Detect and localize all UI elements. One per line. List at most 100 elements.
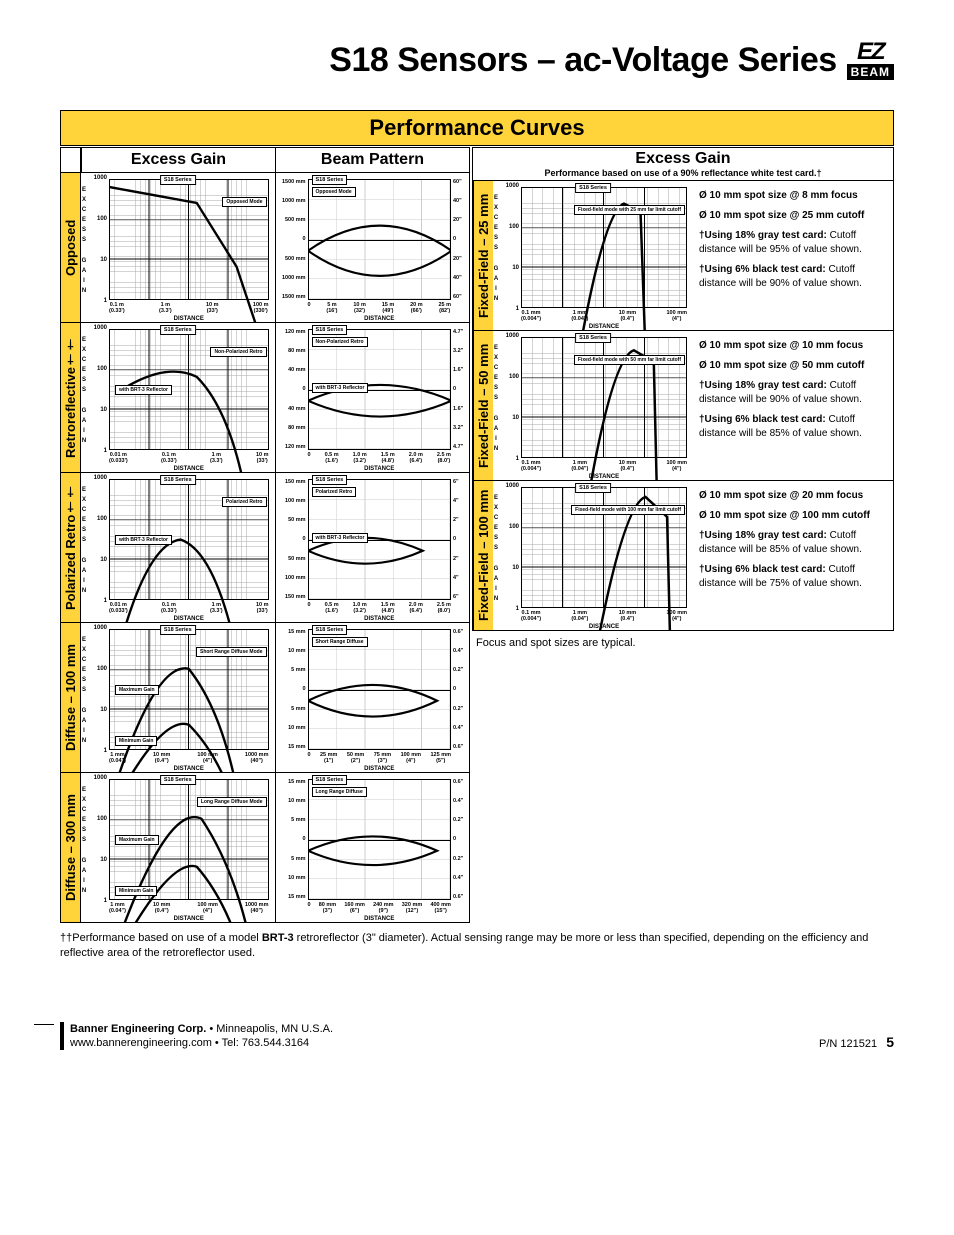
gain-cell: EXCESS GAIN 1000100101 S18 SeriesPolariz… bbox=[81, 473, 275, 622]
beam-y-right: 0.6"0.4"0.2"00.2"0.4"0.6" bbox=[453, 629, 469, 750]
beam-x-label: DISTANCE bbox=[308, 766, 452, 772]
beam-grid bbox=[308, 779, 452, 900]
beam-cell: 1500 mm1000 mm500 mm0500 mm1000 mm1500 m… bbox=[275, 173, 470, 322]
col-header-beam: Beam Pattern bbox=[275, 148, 469, 172]
page-title: S18 Sensors – ac-Voltage Series bbox=[329, 41, 836, 80]
y-axis-label: EXCESS GAIN bbox=[81, 185, 89, 296]
right-row: Fixed-Field – 50 mm EXCESS GAIN 10001001… bbox=[472, 331, 894, 481]
x-label: DISTANCE bbox=[109, 766, 269, 772]
x-ticks: 1 mm(0.04")10 mm(0.4")100 mm(4")1000 mm(… bbox=[109, 752, 269, 764]
logo-ez-text: EZ bbox=[857, 40, 884, 64]
spacer bbox=[61, 148, 81, 172]
right-info: Ø 10 mm spot size @ 8 mm focus Ø 10 mm s… bbox=[693, 181, 893, 330]
row-label: Retroreflective†† bbox=[61, 323, 81, 472]
row-label: Opposed bbox=[61, 173, 81, 322]
x-ticks: 1 mm(0.04")10 mm(0.4")100 mm(4")1000 mm(… bbox=[109, 902, 269, 914]
charts-grid: Excess Gain Beam Pattern Opposed EXCESS … bbox=[60, 147, 894, 923]
beam-y-right: 60"40"20"020"40"60" bbox=[453, 179, 469, 300]
section-title: Performance Curves bbox=[60, 110, 894, 146]
black-note: †Using 6% black test card: Cutoff distan… bbox=[699, 413, 887, 441]
beam-x-ticks: 05 m(16')10 m(32')15 m(49')20 m(66')25 m… bbox=[308, 302, 452, 314]
right-gain-cell: EXCESS GAIN 1000100101 S18 SeriesFixed-f… bbox=[493, 181, 693, 330]
spot1: Ø 10 mm spot size @ 20 mm focus bbox=[699, 489, 887, 503]
page: S18 Sensors – ac-Voltage Series EZ BEAM … bbox=[0, 0, 954, 1080]
beam-y-left: 120 mm80 mm40 mm040 mm80 mm120 mm bbox=[280, 329, 306, 450]
beam-grid bbox=[308, 179, 452, 300]
right-gain-cell: EXCESS GAIN 1000100101 S18 SeriesFixed-f… bbox=[493, 481, 693, 630]
y-axis-label: EXCESS GAIN bbox=[493, 493, 501, 604]
page-header: S18 Sensors – ac-Voltage Series EZ BEAM bbox=[60, 40, 894, 80]
x-ticks: 0.1 mm(0.004")1 mm(0.04")10 mm(0.4")100 … bbox=[521, 460, 687, 472]
beam-x-ticks: 025 mm(1")50 mm(2")75 mm(3")100 mm(4")12… bbox=[308, 752, 452, 764]
footer-url: www.bannerengineering.com bbox=[70, 1037, 212, 1049]
y-ticks: 1000100101 bbox=[503, 483, 519, 612]
beam-x-label: DISTANCE bbox=[308, 316, 452, 322]
left-row: Diffuse – 100 mm EXCESS GAIN 1000100101 … bbox=[60, 623, 470, 773]
y-axis-label: EXCESS GAIN bbox=[81, 635, 89, 746]
gray-note: †Using 18% gray test card: Cutoff distan… bbox=[699, 379, 887, 407]
spot2: Ø 10 mm spot size @ 100 mm cutoff bbox=[699, 509, 887, 523]
footer-company: Banner Engineering Corp. bbox=[70, 1023, 206, 1035]
row-label: Diffuse – 100 mm bbox=[61, 623, 81, 772]
beam-cell: 120 mm80 mm40 mm040 mm80 mm120 mm 4.7"3.… bbox=[275, 323, 470, 472]
beam-grid bbox=[308, 629, 452, 750]
left-column-headers: Excess Gain Beam Pattern bbox=[60, 147, 470, 173]
x-label: DISTANCE bbox=[109, 616, 269, 622]
left-row: Opposed EXCESS GAIN 1000100101 S18 Serie… bbox=[60, 173, 470, 323]
gray-note: †Using 18% gray test card: Cutoff distan… bbox=[699, 229, 887, 257]
x-ticks: 0.1 m(0.33')1 m(3.3')10 m(33')100 m(330'… bbox=[109, 302, 269, 314]
y-ticks: 1000100101 bbox=[91, 775, 107, 904]
y-ticks: 1000100101 bbox=[91, 325, 107, 454]
footer-left: Banner Engineering Corp. • Minneapolis, … bbox=[60, 1022, 333, 1051]
left-row: Polarized Retro†† EXCESS GAIN 1000100101… bbox=[60, 473, 470, 623]
spot1: Ø 10 mm spot size @ 10 mm focus bbox=[699, 339, 887, 353]
left-row: Retroreflective†† EXCESS GAIN 1000100101… bbox=[60, 323, 470, 473]
y-ticks: 1000100101 bbox=[91, 625, 107, 754]
beam-x-ticks: 00.5 m(1.6')1.0 m(3.2')1.5 m(4.8')2.0 m(… bbox=[308, 602, 452, 614]
x-label: DISTANCE bbox=[109, 916, 269, 922]
gain-cell: EXCESS GAIN 1000100101 S18 SeriesShort R… bbox=[81, 623, 275, 772]
gray-note: †Using 18% gray test card: Cutoff distan… bbox=[699, 529, 887, 557]
x-label: DISTANCE bbox=[521, 474, 687, 480]
row-label: Fixed-Field – 50 mm bbox=[473, 331, 493, 480]
right-info: Ø 10 mm spot size @ 10 mm focus Ø 10 mm … bbox=[693, 331, 893, 480]
logo-beam-text: BEAM bbox=[847, 64, 894, 80]
y-ticks: 1000100101 bbox=[503, 183, 519, 312]
black-note: †Using 6% black test card: Cutoff distan… bbox=[699, 563, 887, 591]
right-header-sub: Performance based on use of a 90% reflec… bbox=[473, 168, 893, 178]
footer-tel: • Tel: 763.544.3164 bbox=[212, 1037, 309, 1049]
spot2: Ø 10 mm spot size @ 50 mm cutoff bbox=[699, 359, 887, 373]
footnote-text: Performance based on use of a model BRT-… bbox=[60, 932, 868, 959]
right-row: Fixed-Field – 100 mm EXCESS GAIN 1000100… bbox=[472, 481, 894, 631]
gain-cell: EXCESS GAIN 1000100101 S18 SeriesNon-Pol… bbox=[81, 323, 275, 472]
beam-y-left: 15 mm10 mm5 mm05 mm10 mm15 mm bbox=[280, 629, 306, 750]
y-axis-label: EXCESS GAIN bbox=[81, 785, 89, 896]
gain-cell: EXCESS GAIN 1000100101 S18 SeriesOpposed… bbox=[81, 173, 275, 322]
x-ticks: 0.1 mm(0.004")1 mm(0.04")10 mm(0.4")100 … bbox=[521, 310, 687, 322]
x-label: DISTANCE bbox=[521, 324, 687, 330]
y-axis-label: EXCESS GAIN bbox=[81, 335, 89, 446]
footer-page-num: 5 bbox=[886, 1034, 894, 1050]
right-info: Ø 10 mm spot size @ 20 mm focus Ø 10 mm … bbox=[693, 481, 893, 630]
y-ticks: 1000100101 bbox=[503, 333, 519, 462]
beam-x-label: DISTANCE bbox=[308, 616, 452, 622]
footnote-symbol: †† bbox=[60, 932, 72, 944]
beam-x-label: DISTANCE bbox=[308, 466, 452, 472]
right-row: Fixed-Field – 25 mm EXCESS GAIN 10001001… bbox=[472, 181, 894, 331]
row-label: Diffuse – 300 mm bbox=[61, 773, 81, 922]
gain-cell: EXCESS GAIN 1000100101 S18 SeriesLong Ra… bbox=[81, 773, 275, 922]
beam-cell: 150 mm100 mm50 mm050 mm100 mm150 mm 6"4"… bbox=[275, 473, 470, 622]
y-axis-label: EXCESS GAIN bbox=[81, 485, 89, 596]
row-label: Fixed-Field – 25 mm bbox=[473, 181, 493, 330]
y-ticks: 1000100101 bbox=[91, 475, 107, 604]
x-ticks: 0.01 m(0.033')0.1 m(0.33')1 m(3.3')10 m(… bbox=[109, 602, 269, 614]
beam-x-ticks: 00.5 m(1.6')1.0 m(3.2')1.5 m(4.8')2.0 m(… bbox=[308, 452, 452, 464]
right-header: Excess Gain Performance based on use of … bbox=[472, 147, 894, 181]
left-row: Diffuse – 300 mm EXCESS GAIN 1000100101 … bbox=[60, 773, 470, 923]
beam-y-left: 15 mm10 mm5 mm05 mm10 mm15 mm bbox=[280, 779, 306, 900]
footer-pn: P/N 121521 bbox=[819, 1038, 877, 1050]
row-label: Fixed-Field – 100 mm bbox=[473, 481, 493, 630]
row-label: Polarized Retro†† bbox=[61, 473, 81, 622]
y-axis-label: EXCESS GAIN bbox=[493, 343, 501, 454]
x-label: DISTANCE bbox=[109, 316, 269, 322]
